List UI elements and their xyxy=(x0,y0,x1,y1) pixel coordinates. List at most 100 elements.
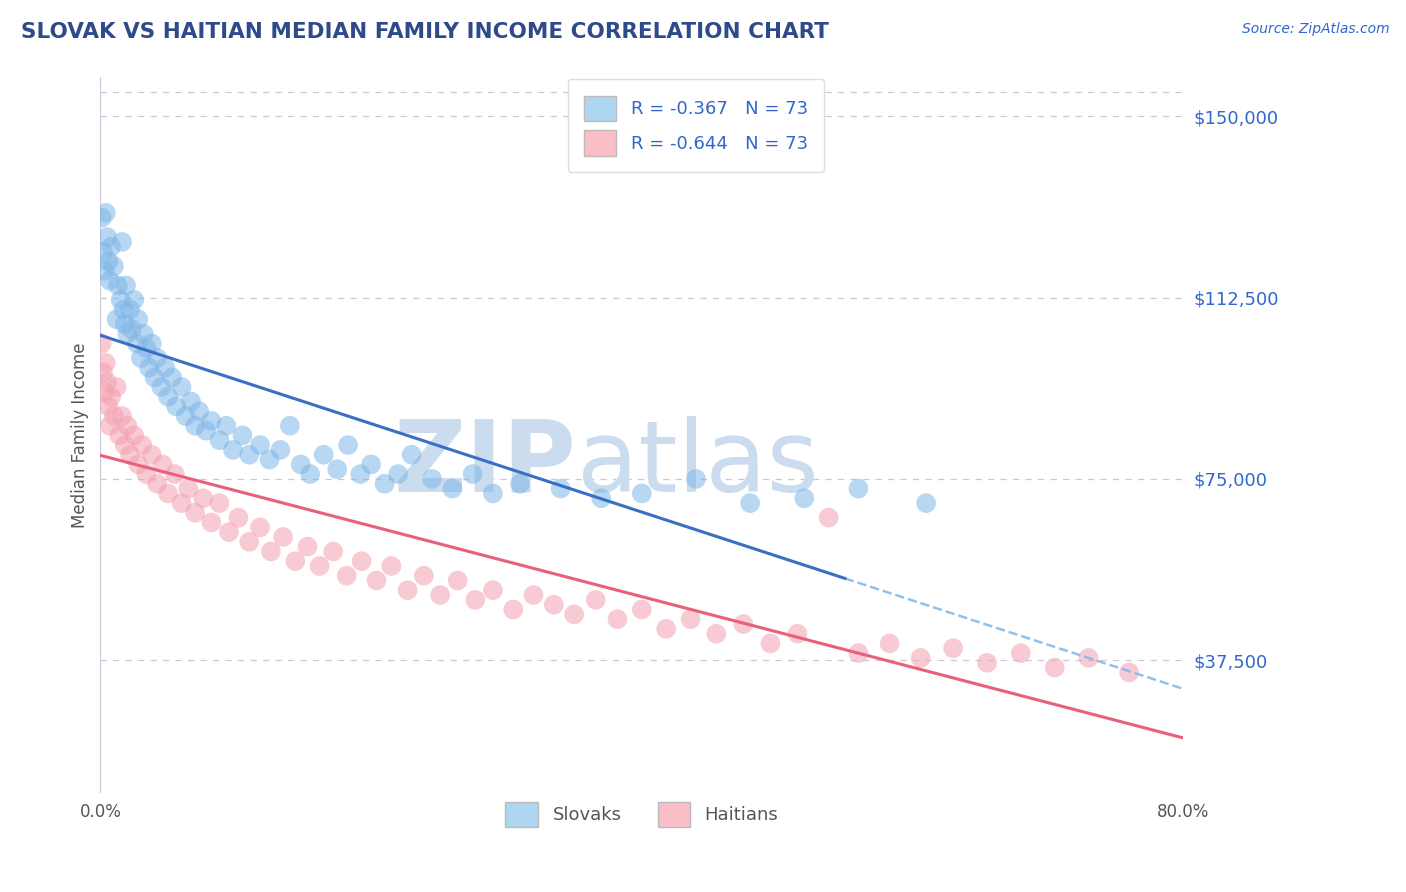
Point xyxy=(143,370,166,384)
Point xyxy=(740,496,762,510)
Point xyxy=(271,530,294,544)
Point xyxy=(163,467,186,481)
Point xyxy=(121,322,143,336)
Point xyxy=(150,380,173,394)
Point xyxy=(461,467,484,481)
Point xyxy=(976,656,998,670)
Point xyxy=(193,491,215,506)
Point xyxy=(412,568,434,582)
Point xyxy=(817,510,839,524)
Point xyxy=(200,414,222,428)
Point xyxy=(218,525,240,540)
Point xyxy=(157,390,180,404)
Point xyxy=(350,554,373,568)
Text: atlas: atlas xyxy=(576,416,818,513)
Point xyxy=(112,302,135,317)
Point xyxy=(146,476,169,491)
Point xyxy=(759,636,782,650)
Point xyxy=(942,641,965,656)
Point xyxy=(131,438,153,452)
Point xyxy=(114,438,136,452)
Point xyxy=(208,496,231,510)
Point xyxy=(848,646,870,660)
Point xyxy=(1010,646,1032,660)
Point xyxy=(387,467,409,481)
Point xyxy=(208,434,231,448)
Point xyxy=(337,438,360,452)
Point xyxy=(269,442,291,457)
Point xyxy=(848,482,870,496)
Point xyxy=(284,554,307,568)
Point xyxy=(184,418,207,433)
Point xyxy=(308,559,330,574)
Point xyxy=(238,448,260,462)
Point xyxy=(1043,660,1066,674)
Point xyxy=(103,409,125,423)
Point xyxy=(94,206,117,220)
Point xyxy=(228,510,250,524)
Point xyxy=(117,418,139,433)
Point xyxy=(910,651,932,665)
Point xyxy=(502,602,524,616)
Point xyxy=(91,366,114,380)
Point xyxy=(97,254,120,268)
Point xyxy=(155,360,177,375)
Point xyxy=(482,583,505,598)
Point xyxy=(704,626,727,640)
Legend: Slovaks, Haitians: Slovaks, Haitians xyxy=(498,795,786,834)
Point xyxy=(110,293,132,307)
Point xyxy=(114,317,136,331)
Point xyxy=(180,394,202,409)
Point xyxy=(326,462,349,476)
Point xyxy=(349,467,371,481)
Point xyxy=(1077,651,1099,665)
Point xyxy=(366,574,388,588)
Point xyxy=(606,612,628,626)
Point xyxy=(127,458,149,472)
Point xyxy=(733,617,755,632)
Point xyxy=(120,302,142,317)
Point xyxy=(396,583,419,598)
Point xyxy=(98,274,121,288)
Point xyxy=(108,428,131,442)
Point xyxy=(111,409,134,423)
Point xyxy=(120,448,142,462)
Point xyxy=(380,559,402,574)
Point xyxy=(170,496,193,510)
Point xyxy=(238,534,260,549)
Point xyxy=(915,496,938,510)
Point xyxy=(630,602,652,616)
Point xyxy=(259,452,281,467)
Point xyxy=(222,442,245,457)
Point xyxy=(103,259,125,273)
Point xyxy=(786,626,808,640)
Point xyxy=(96,230,118,244)
Point xyxy=(127,312,149,326)
Point xyxy=(135,467,157,481)
Point xyxy=(194,424,217,438)
Point xyxy=(591,491,613,506)
Point xyxy=(107,278,129,293)
Point xyxy=(184,506,207,520)
Point xyxy=(441,482,464,496)
Point xyxy=(105,380,128,394)
Point xyxy=(447,574,470,588)
Text: Source: ZipAtlas.com: Source: ZipAtlas.com xyxy=(1241,22,1389,37)
Point xyxy=(429,588,451,602)
Point xyxy=(464,592,486,607)
Point xyxy=(90,211,112,225)
Point xyxy=(200,516,222,530)
Point xyxy=(157,486,180,500)
Point xyxy=(543,598,565,612)
Point xyxy=(115,278,138,293)
Point xyxy=(360,458,382,472)
Point xyxy=(93,384,115,399)
Point xyxy=(655,622,678,636)
Point xyxy=(165,400,187,414)
Point xyxy=(94,356,117,370)
Point xyxy=(585,592,607,607)
Point xyxy=(401,448,423,462)
Point xyxy=(1118,665,1140,680)
Point xyxy=(297,540,319,554)
Point xyxy=(138,360,160,375)
